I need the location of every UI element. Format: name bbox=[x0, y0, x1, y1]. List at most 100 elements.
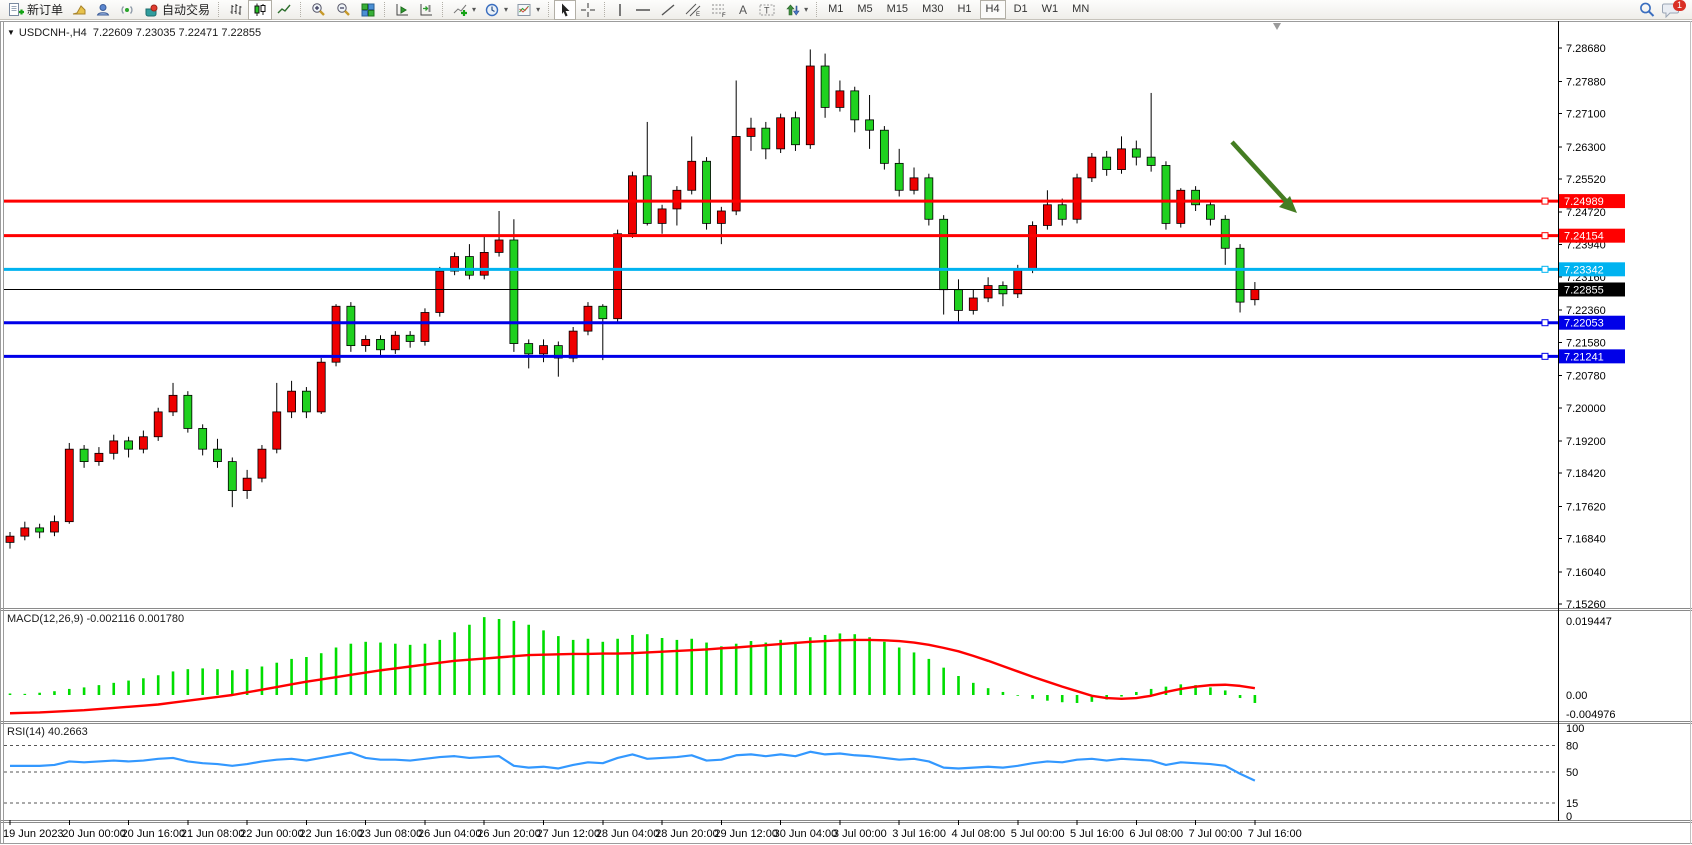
zoom-in-icon bbox=[312, 2, 325, 16]
vertical-line-icon bbox=[619, 3, 621, 16]
time-label: 29 Jun 12:00 bbox=[714, 828, 778, 840]
charts-button[interactable] bbox=[67, 0, 91, 20]
community-profile-icon bbox=[96, 3, 110, 15]
timeframe-m5[interactable]: M5 bbox=[857, 3, 873, 15]
price-tick-label: 7.27100 bbox=[1566, 109, 1606, 121]
trendline-tool[interactable] bbox=[656, 0, 680, 20]
community-button[interactable] bbox=[91, 0, 115, 20]
indicators-icon bbox=[453, 4, 468, 16]
rsi-indicator-label: RSI(14) 40.2663 bbox=[7, 726, 88, 738]
candle-body bbox=[376, 339, 385, 351]
timeframe-h4[interactable]: H4 bbox=[979, 0, 1006, 19]
chart-shift-button[interactable] bbox=[414, 0, 438, 20]
candle-body bbox=[450, 256, 460, 272]
horizontal-line-tool[interactable] bbox=[630, 0, 656, 20]
crosshair-icon bbox=[581, 2, 596, 17]
price-tick-label: 7.21580 bbox=[1566, 337, 1606, 349]
timeframe-m15[interactable]: M15 bbox=[886, 3, 909, 15]
candle-body bbox=[568, 330, 578, 359]
rsi-axis-label: 100 bbox=[1566, 723, 1584, 735]
time-label: 22 Jun 16:00 bbox=[299, 828, 363, 840]
chart-shift-icon bbox=[420, 3, 433, 15]
arrows-dropdown-arrow[interactable]: ▾ bbox=[804, 5, 809, 14]
one-click-trading-arrow[interactable]: ▼ bbox=[7, 28, 15, 37]
text-tool[interactable]: A bbox=[732, 0, 754, 20]
candle-body bbox=[1176, 189, 1186, 224]
autotrade-button[interactable]: 自动交易 bbox=[139, 0, 214, 20]
notification-count-badge: 1 bbox=[1673, 0, 1686, 11]
candle-body bbox=[1057, 204, 1067, 220]
equidistant-channel-tool[interactable]: E bbox=[680, 0, 706, 20]
crosshair-tool-button[interactable] bbox=[576, 0, 600, 20]
zoom-in-button[interactable] bbox=[306, 0, 331, 20]
candlestick-mode-button[interactable] bbox=[248, 0, 273, 20]
time-label: 22 Jun 00:00 bbox=[240, 828, 304, 840]
price-tick-label: 7.20000 bbox=[1566, 403, 1606, 415]
price-tick-label: 7.18420 bbox=[1566, 468, 1606, 480]
line-handle[interactable] bbox=[1541, 232, 1549, 240]
price-tick-label: 7.15260 bbox=[1566, 599, 1606, 611]
signals-button[interactable] bbox=[115, 0, 139, 20]
timeframe-mn[interactable]: MN bbox=[1072, 3, 1090, 15]
candle-body bbox=[850, 90, 860, 121]
new-order-button[interactable]: 新订单 bbox=[3, 0, 67, 20]
indicators-dropdown-arrow[interactable]: ▾ bbox=[472, 5, 477, 14]
auto-scroll-button[interactable] bbox=[390, 0, 414, 20]
price-tick-label: 7.19200 bbox=[1566, 436, 1606, 448]
candle-body bbox=[213, 448, 222, 463]
chart-shift-marker[interactable] bbox=[1273, 23, 1281, 30]
price-chart-canvas[interactable]: 7.28680 7.27880 7.27100 7.26300 7.25520 7.247… bbox=[0, 21, 1692, 845]
periods-button[interactable]: ▾ bbox=[480, 0, 512, 20]
line-handle[interactable] bbox=[1541, 197, 1549, 205]
candle-body bbox=[257, 448, 267, 479]
cursor-tool-button[interactable] bbox=[554, 0, 577, 20]
time-label: 3 Jul 00:00 bbox=[833, 828, 887, 840]
bar-chart-mode-button[interactable] bbox=[224, 0, 248, 20]
fibonacci-icon: F bbox=[712, 4, 726, 18]
candle-body bbox=[909, 177, 919, 191]
fibonacci-tool[interactable]: F bbox=[706, 0, 732, 20]
annotation-arrow-head[interactable] bbox=[1279, 196, 1297, 213]
periods-dropdown-arrow[interactable]: ▾ bbox=[504, 5, 509, 14]
price-line-badge bbox=[1559, 349, 1625, 364]
trendline-icon bbox=[661, 3, 675, 16]
vertical-line-tool[interactable] bbox=[610, 0, 630, 20]
candle-body bbox=[109, 440, 119, 454]
tile-windows-button[interactable] bbox=[356, 0, 380, 20]
timeframe-h1[interactable]: H1 bbox=[957, 3, 972, 15]
line-handle[interactable] bbox=[1541, 319, 1549, 327]
timeframe-d1[interactable]: D1 bbox=[1013, 3, 1028, 15]
price-line-badge-label: 7.24989 bbox=[1564, 196, 1604, 208]
candle-body bbox=[776, 117, 786, 150]
rsi-axis-label: 80 bbox=[1566, 741, 1578, 753]
candle-body bbox=[79, 448, 89, 463]
text-label-tool[interactable]: T bbox=[754, 0, 780, 20]
toolbar-separator bbox=[384, 2, 386, 17]
price-tick-label: 7.20780 bbox=[1566, 370, 1606, 382]
templates-dropdown-arrow[interactable]: ▾ bbox=[536, 5, 541, 14]
candle-body bbox=[1191, 189, 1200, 206]
candle-body bbox=[628, 175, 637, 235]
zoom-out-button[interactable] bbox=[331, 0, 356, 20]
indicators-button[interactable]: ▾ bbox=[448, 0, 480, 20]
line-chart-mode-button[interactable] bbox=[272, 0, 296, 20]
timeframe-m30[interactable]: M30 bbox=[922, 3, 944, 15]
timeframe-group: M1 M5 M15 M30 H1 H4 D1 W1 MN bbox=[822, 0, 1095, 19]
timeframe-w1[interactable]: W1 bbox=[1041, 3, 1059, 15]
search-icon[interactable] bbox=[1638, 1, 1656, 18]
svg-text:F: F bbox=[722, 13, 726, 18]
candle-body bbox=[968, 297, 978, 311]
price-line-badge-label: 7.23342 bbox=[1564, 264, 1604, 276]
macd-indicator-label: MACD(12,26,9) -0.002116 0.001780 bbox=[7, 613, 185, 625]
line-handle[interactable] bbox=[1541, 352, 1549, 360]
candle-body bbox=[1028, 225, 1037, 270]
annotation-arrow-shaft[interactable] bbox=[1230, 140, 1288, 203]
notifications-button[interactable]: 1 bbox=[1662, 0, 1686, 19]
candle-body bbox=[465, 256, 474, 276]
chart-window: ▼ USDCNH-,H4 7.22609 7.23035 7.22471 7.22… bbox=[0, 21, 1692, 845]
timeframe-m1[interactable]: M1 bbox=[828, 3, 844, 15]
line-handle[interactable] bbox=[1541, 265, 1549, 273]
arrows-tool[interactable]: ▾ bbox=[780, 0, 812, 20]
templates-button[interactable]: ▾ bbox=[512, 0, 544, 20]
bar-chart-icon bbox=[230, 3, 242, 15]
